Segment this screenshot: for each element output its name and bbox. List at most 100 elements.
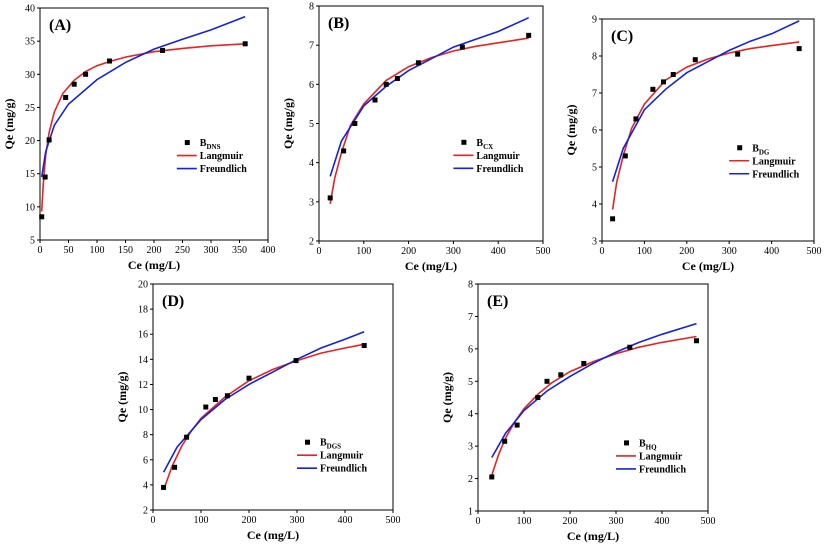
legend-label: BDGS <box>320 438 341 451</box>
data-point <box>39 214 45 220</box>
y-tick-label: 14 <box>138 355 148 366</box>
y-axis-title: Qe (mg/g) <box>281 98 295 149</box>
x-tick-label: 50 <box>64 245 74 256</box>
data-point <box>246 375 252 381</box>
y-axis-title: Qe (mg/g) <box>2 99 16 150</box>
data-point <box>383 81 389 87</box>
legend-label: Langmuir <box>320 451 364 462</box>
x-tick-label: 300 <box>446 246 461 257</box>
legend-label: Freundlich <box>476 164 523 175</box>
panel-label: (B) <box>328 15 349 32</box>
y-tick-label: 6 <box>143 455 148 466</box>
y-tick-label: 8 <box>592 52 597 63</box>
y-tick-label: 3 <box>309 197 314 208</box>
y-tick-label: 5 <box>309 119 314 130</box>
data-point <box>352 121 358 126</box>
x-tick-label: 0 <box>38 245 43 256</box>
x-tick-label: 500 <box>386 515 401 526</box>
chart-panel: 0 100 200 300 400 500 2 4 6 8 10 12 14 16 18 20 Ce (mg/L… <box>115 280 401 543</box>
plot-frame <box>477 283 709 512</box>
y-tick-label: 4 <box>309 158 314 169</box>
legend-label: BCX <box>476 138 493 151</box>
data-point <box>627 344 633 350</box>
y-tick-label: 9 <box>592 15 597 26</box>
data-point <box>184 434 190 440</box>
x-tick-label: 100 <box>637 246 652 257</box>
y-tick-label: 4 <box>468 409 473 420</box>
y-tick-label: 20 <box>138 280 148 291</box>
x-tick-label: 0 <box>151 515 156 526</box>
x-tick-label: 200 <box>242 515 257 526</box>
y-tick-label: 8 <box>143 430 148 441</box>
y-tick-label: 3 <box>592 237 597 248</box>
y-tick-label: 6 <box>592 126 597 137</box>
x-axis-title: Ce (mg/L) <box>128 258 180 272</box>
data-point <box>692 57 698 63</box>
legend-label: Freundlich <box>752 169 799 180</box>
x-tick-label: 250 <box>175 245 190 256</box>
data-point <box>796 46 802 52</box>
data-point <box>735 51 741 57</box>
x-tick-label: 400 <box>261 245 276 256</box>
x-tick-label: 150 <box>118 245 133 256</box>
x-tick-label: 200 <box>147 245 162 256</box>
y-tick-label: 18 <box>138 305 148 316</box>
x-tick-label: 200 <box>401 246 416 257</box>
x-tick-label: 0 <box>317 246 322 257</box>
y-tick-label: 4 <box>592 200 597 211</box>
y-tick-label: 7 <box>309 41 314 52</box>
data-point <box>327 195 333 201</box>
x-tick-label: 300 <box>290 515 305 526</box>
data-point <box>670 72 676 77</box>
y-tick-label: 1 <box>468 507 473 518</box>
x-axis-title: Ce (mg/L) <box>682 259 734 273</box>
y-tick-label: 2 <box>309 237 314 248</box>
y-tick-label: 20 <box>25 136 35 147</box>
y-tick-label: 12 <box>138 380 148 391</box>
data-point <box>650 86 656 92</box>
x-axis-title: Ce (mg/L) <box>567 529 619 543</box>
x-tick-label: 400 <box>338 515 353 526</box>
legend-label: Langmuir <box>752 156 796 167</box>
x-tick-label: 100 <box>517 516 532 527</box>
legend-marker <box>461 139 467 145</box>
data-point <box>502 438 508 444</box>
data-point <box>83 71 89 77</box>
x-tick-label: 400 <box>491 246 506 257</box>
legend-label: BDNS <box>200 138 221 151</box>
y-tick-label: 5 <box>468 377 473 388</box>
legend-label: Freundlich <box>639 464 686 475</box>
x-tick-label: 400 <box>764 246 779 257</box>
langmuir-fit-line <box>162 343 365 491</box>
x-tick-label: 100 <box>194 515 209 526</box>
data-point <box>341 148 347 154</box>
legend-label: BDG <box>752 143 770 156</box>
x-tick-label: 200 <box>679 246 694 257</box>
y-tick-label: 2 <box>468 474 473 485</box>
y-tick-label: 8 <box>309 2 314 13</box>
x-axis-title: Ce (mg/L) <box>405 259 457 273</box>
freundlich-fit-line <box>491 322 697 458</box>
data-point <box>161 484 167 490</box>
langmuir-fit-line <box>40 43 246 212</box>
x-tick-label: 300 <box>609 516 624 527</box>
freundlich-fit-line <box>611 20 800 183</box>
data-point <box>107 58 113 64</box>
y-tick-label: 10 <box>25 202 35 213</box>
y-tick-label: 8 <box>468 280 473 291</box>
x-tick-label: 400 <box>655 516 670 527</box>
chart-panel: 0 100 200 300 400 500 3 4 5 6 7 8 9 Ce (mg/L) Qe (mg/g… <box>564 15 822 274</box>
data-point <box>526 32 532 38</box>
x-tick-label: 100 <box>90 245 105 256</box>
y-tick-label: 15 <box>25 169 35 180</box>
data-point <box>172 464 178 470</box>
data-point <box>372 97 378 103</box>
chart-panel: 0 100 200 300 400 500 1 2 3 4 5 6 7 8 Ce (mg/L) Qe (mg/… <box>440 280 716 544</box>
data-point <box>42 174 48 180</box>
data-point <box>610 216 616 222</box>
data-point <box>63 94 69 100</box>
chart-panel: 0 50 100 150 200 250 300 350 400 5 10 15 20 25 30 35 40 C… <box>2 4 276 273</box>
panel-label: (D) <box>162 293 184 310</box>
